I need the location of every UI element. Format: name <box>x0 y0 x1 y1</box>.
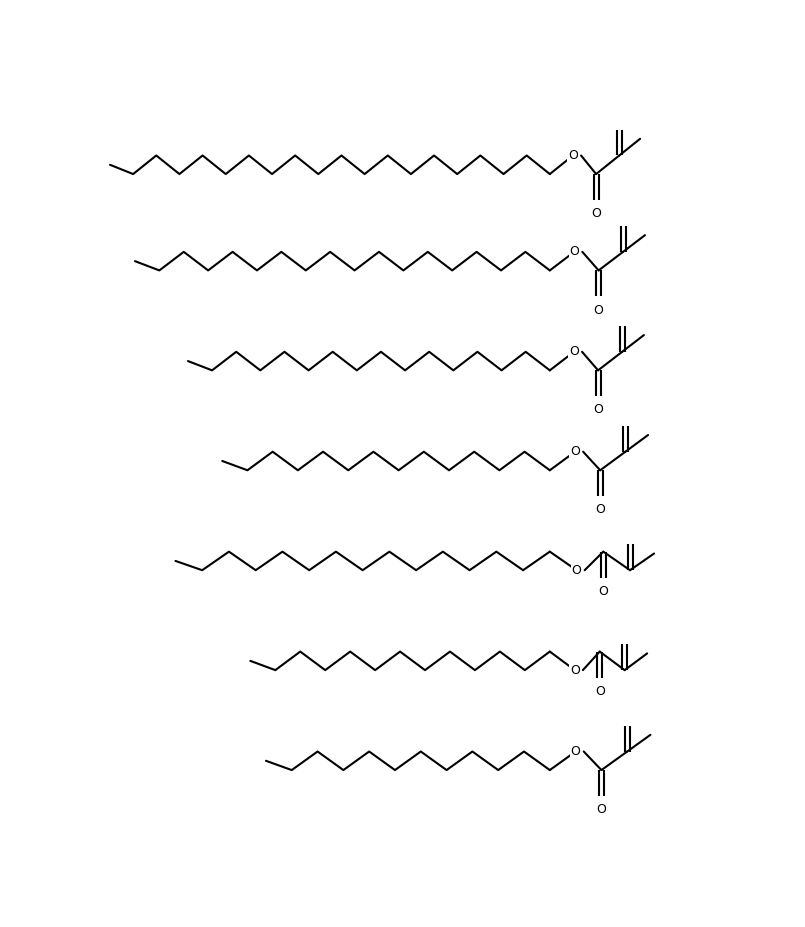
Text: O: O <box>597 803 606 816</box>
Text: O: O <box>598 585 609 598</box>
Text: O: O <box>572 564 581 577</box>
Text: O: O <box>569 345 579 359</box>
Text: O: O <box>595 685 605 698</box>
Text: O: O <box>570 445 580 458</box>
Text: O: O <box>595 503 605 516</box>
Text: O: O <box>593 303 604 316</box>
Text: O: O <box>593 403 603 416</box>
Text: O: O <box>591 207 601 221</box>
Text: O: O <box>568 149 578 162</box>
Text: O: O <box>570 664 580 677</box>
Text: O: O <box>569 246 579 259</box>
Text: O: O <box>571 745 580 758</box>
